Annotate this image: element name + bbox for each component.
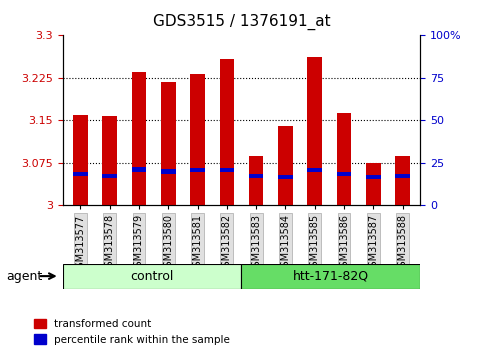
Bar — [278, 175, 293, 179]
Text: GDS3515 / 1376191_at: GDS3515 / 1376191_at — [153, 14, 330, 30]
Bar — [249, 156, 263, 205]
Legend: transformed count, percentile rank within the sample: transformed count, percentile rank withi… — [29, 315, 234, 349]
Bar — [220, 168, 234, 172]
FancyBboxPatch shape — [63, 264, 242, 289]
Bar — [102, 116, 117, 205]
Bar — [337, 172, 351, 176]
Bar — [132, 167, 146, 172]
Bar — [249, 173, 263, 178]
Bar — [102, 173, 117, 178]
Bar — [366, 163, 381, 205]
Bar — [395, 156, 410, 205]
Bar — [366, 175, 381, 179]
FancyBboxPatch shape — [242, 264, 420, 289]
Text: control: control — [130, 270, 174, 282]
Bar — [190, 168, 205, 172]
Bar — [395, 173, 410, 178]
Bar — [278, 126, 293, 205]
Bar — [337, 113, 351, 205]
Bar — [307, 57, 322, 205]
Bar — [161, 82, 176, 205]
Text: htt-171-82Q: htt-171-82Q — [293, 270, 369, 282]
Bar — [73, 172, 88, 176]
Text: agent: agent — [6, 270, 43, 282]
Bar — [73, 115, 88, 205]
Bar — [190, 74, 205, 205]
Bar — [220, 59, 234, 205]
Bar — [307, 168, 322, 172]
Bar — [161, 169, 176, 173]
Bar — [132, 72, 146, 205]
